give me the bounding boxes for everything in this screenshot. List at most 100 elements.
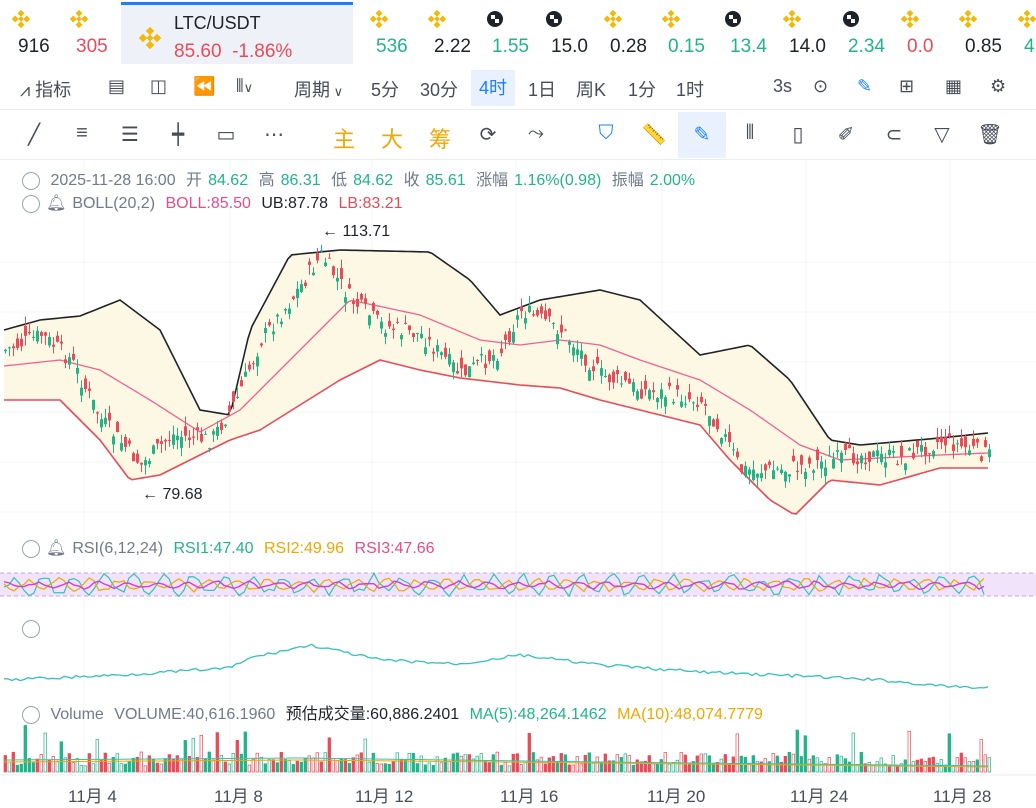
- bell-icon[interactable]: 🔔︎: [46, 195, 67, 212]
- candle-body: [528, 305, 531, 313]
- candle-body: [204, 433, 207, 435]
- chip-tool[interactable]: 筹: [428, 127, 451, 152]
- candle-body: [16, 338, 19, 348]
- volume-bar: [607, 760, 611, 773]
- active-symbol-tab[interactable]: LTC/USDT 85.60 -1.86%: [121, 2, 353, 64]
- ticker-item[interactable]: 1.55: [478, 6, 538, 64]
- collapse-icon[interactable]: [22, 705, 40, 724]
- indicator-button[interactable]: ⩘ 指标: [20, 80, 72, 100]
- ticker-item[interactable]: 916: [4, 6, 64, 64]
- period-button[interactable]: 周期 ∨: [294, 80, 344, 100]
- period-week[interactable]: 周K: [576, 80, 607, 100]
- volume-bar: [655, 763, 659, 773]
- chevron-down-icon: ∨: [243, 80, 254, 95]
- ticker-item[interactable]: 0.85: [951, 6, 1011, 64]
- collapse-icon[interactable]: [22, 171, 40, 190]
- period-1h[interactable]: 1时: [676, 80, 705, 100]
- volume-bar: [467, 754, 471, 773]
- candle-body: [824, 467, 827, 477]
- candle-type-button[interactable]: ⫴∨: [236, 76, 253, 97]
- candle-body: [796, 470, 799, 472]
- candle-body: [784, 471, 787, 482]
- candle-body: [32, 336, 35, 338]
- settings-icon[interactable]: ⚙: [990, 76, 1007, 96]
- candle-body: [20, 338, 23, 347]
- bookmark-icon[interactable]: ⛉: [598, 122, 614, 144]
- candle-body: [968, 450, 971, 456]
- parallel-lines-icon[interactable]: ≡: [76, 122, 88, 144]
- refresh-interval[interactable]: 3s: [773, 76, 793, 96]
- main-tool[interactable]: 主: [332, 127, 355, 152]
- calculator-icon[interactable]: ▦: [945, 76, 963, 96]
- candle-body: [40, 332, 43, 336]
- candle-body: [764, 464, 767, 471]
- ticker-value: 13.4: [730, 36, 767, 57]
- candle-body: [948, 433, 951, 436]
- hide-drawings-icon[interactable]: ⤳: [528, 122, 544, 144]
- ticker-item[interactable]: 0.0: [893, 6, 953, 64]
- volume-bar: [407, 753, 411, 773]
- period-30m[interactable]: 30分: [420, 80, 459, 100]
- rsi-band: [0, 573, 1036, 596]
- ticker-item[interactable]: 2.34: [834, 6, 894, 64]
- collapse-icon[interactable]: [22, 194, 40, 213]
- trend-line-icon[interactable]: ╱: [27, 124, 41, 146]
- volume-ma10: MA(10):48,074.7779: [617, 706, 763, 723]
- ticker-item[interactable]: 4.4: [1010, 6, 1036, 64]
- candle-body: [804, 471, 807, 480]
- candle-body: [452, 362, 455, 373]
- add-window-icon[interactable]: ⊞: [899, 76, 915, 96]
- period-1d[interactable]: 1日: [528, 80, 557, 100]
- candle-body: [424, 347, 427, 354]
- more-icon[interactable]: ⋯: [264, 124, 284, 146]
- ticker-item[interactable]: 13.4: [716, 6, 776, 64]
- horizontal-line-icon[interactable]: ┿: [171, 124, 185, 146]
- rsi2-value: RSI2:49.96: [264, 540, 345, 557]
- rectangle-icon[interactable]: ▭: [216, 124, 236, 146]
- filter-icon[interactable]: ▽: [934, 124, 950, 146]
- bnb-icon: [782, 9, 802, 33]
- replay-icon[interactable]: ⏪: [193, 76, 216, 96]
- ticker-item[interactable]: 0.28: [596, 6, 656, 64]
- change-value: 1.16%(0.98): [514, 172, 602, 189]
- ticker-value: 916: [18, 36, 50, 57]
- expand-icon[interactable]: [22, 620, 40, 638]
- layout-icon[interactable]: ▤: [108, 76, 126, 96]
- period-1m[interactable]: 1分: [628, 80, 657, 100]
- channel-icon[interactable]: ☰: [121, 124, 139, 146]
- volume-bar: [863, 763, 867, 773]
- ticker-item[interactable]: 14.0: [775, 6, 835, 64]
- ticker-item[interactable]: 0.15: [654, 6, 714, 64]
- collapse-icon[interactable]: [22, 539, 40, 558]
- camera-icon[interactable]: ⊙: [813, 76, 829, 96]
- ticker-item[interactable]: 2.22: [420, 6, 480, 64]
- period-4h[interactable]: 4时: [471, 70, 516, 106]
- boll-ub-value: UB:87.78: [261, 195, 329, 212]
- candle-body: [676, 385, 679, 390]
- pencil-icon[interactable]: ✎: [857, 76, 873, 96]
- bell-icon[interactable]: 🔔︎: [46, 540, 67, 557]
- draw-pen-icon[interactable]: ✎: [678, 112, 726, 158]
- candle-body: [8, 347, 11, 349]
- split-icon[interactable]: ◫: [150, 76, 168, 96]
- trash-icon[interactable]: 🗑: [977, 124, 1003, 146]
- candle-body: [372, 302, 375, 311]
- ruler-icon[interactable]: 📏: [641, 124, 667, 146]
- candle-body: [904, 463, 907, 471]
- magnet-icon[interactable]: ⊂: [885, 124, 903, 146]
- ticker-item[interactable]: 536: [362, 6, 422, 64]
- edit-note-icon[interactable]: ✐: [837, 124, 855, 146]
- sync-icon[interactable]: ⟳: [479, 124, 497, 146]
- ticker-item[interactable]: 305: [62, 6, 122, 64]
- period-5m[interactable]: 5分: [371, 80, 400, 100]
- volume-bar: [335, 760, 339, 773]
- candle-body: [844, 443, 847, 450]
- lock-icon[interactable]: ▯: [792, 124, 804, 146]
- volume-bar: [631, 764, 635, 773]
- ticker-item[interactable]: 15.0: [537, 6, 597, 64]
- candles-compare-icon[interactable]: ⫴: [745, 122, 755, 144]
- big-tool[interactable]: 大: [380, 127, 403, 152]
- expand-indicator[interactable]: [22, 620, 46, 638]
- candle-body: [488, 350, 491, 362]
